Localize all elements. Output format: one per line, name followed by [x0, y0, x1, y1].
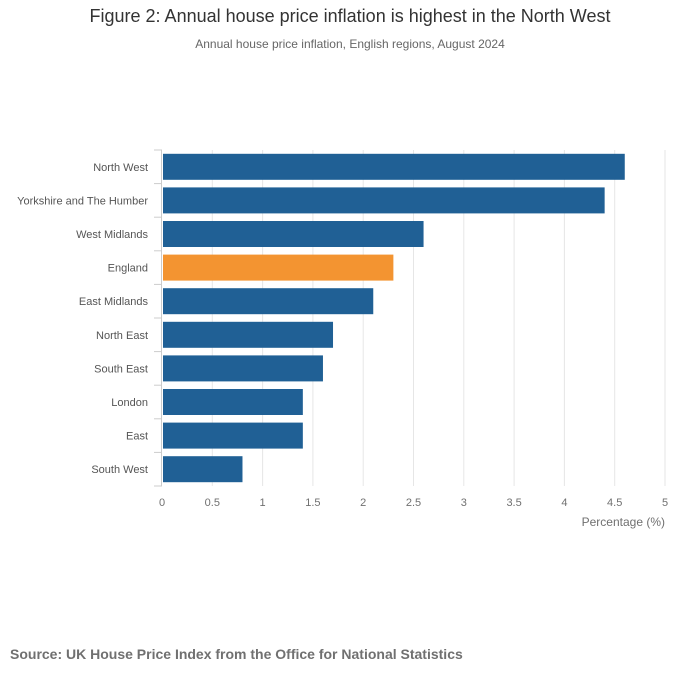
- x-tick-label: 3: [461, 497, 467, 509]
- bar-west-midlands: [163, 221, 424, 247]
- x-tick-label: 0.5: [205, 497, 220, 509]
- bar-north-east: [163, 321, 334, 348]
- x-axis: 0 0.5 1 1.5 2 2.5 3 3.5 4 4.5 5: [159, 497, 668, 509]
- source-note: Source: UK House Price Index from the Of…: [10, 646, 463, 662]
- y-category-label: Yorkshire and The Humber: [17, 195, 148, 207]
- bar-england: [163, 254, 394, 281]
- y-category-label: England: [108, 263, 148, 275]
- y-category-label: North West: [93, 162, 148, 174]
- x-tick-label: 1: [260, 497, 266, 509]
- x-tick-label: 3.5: [506, 497, 521, 509]
- chart-title: Figure 2: Annual house price inflation i…: [89, 6, 611, 26]
- x-tick-label: 0: [159, 497, 165, 509]
- x-tick-label: 4.5: [607, 497, 622, 509]
- chart-subtitle: Annual house price inflation, English re…: [195, 37, 505, 51]
- x-tick-label: 2.5: [406, 497, 421, 509]
- y-category-label: West Midlands: [76, 229, 148, 241]
- bar-south-west: [163, 456, 243, 483]
- bar-north-west: [163, 153, 625, 180]
- x-axis-title: Percentage (%): [582, 515, 665, 529]
- bar-yorkshire-and-the-humber: [163, 187, 605, 214]
- y-axis: North West Yorkshire and The Humber West M…: [17, 149, 162, 487]
- bar-east: [163, 422, 303, 449]
- x-tick-label: 2: [360, 497, 366, 509]
- x-tick-label: 1.5: [305, 497, 320, 509]
- y-category-label: London: [111, 397, 148, 409]
- bar-london: [163, 389, 303, 415]
- y-category-label: South West: [91, 464, 148, 476]
- bar-south-east: [163, 355, 323, 382]
- y-category-label: East: [126, 431, 148, 443]
- y-category-label: East Midlands: [79, 296, 149, 308]
- x-tick-label: 4: [561, 497, 567, 509]
- y-category-label: South East: [94, 363, 148, 375]
- bar-east-midlands: [163, 288, 374, 315]
- y-category-label: North East: [96, 330, 148, 342]
- x-tick-label: 5: [662, 497, 668, 509]
- bars: [163, 153, 625, 483]
